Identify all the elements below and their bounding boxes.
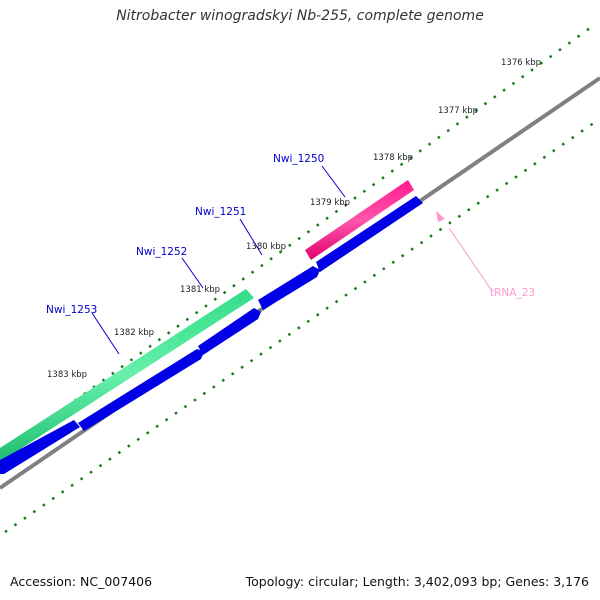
trna-label: tRNA_23 <box>490 287 535 299</box>
gene-label-nwi-1251[interactable]: Nwi_1251 <box>195 206 263 256</box>
tick-label: 1382 kbp <box>114 328 154 338</box>
cds-nwi-1251-b[interactable] <box>258 266 320 310</box>
highlight-pink[interactable] <box>305 180 414 260</box>
inner-tick-ring <box>4 118 599 534</box>
svg-text:Nwi_1252: Nwi_1252 <box>136 246 187 258</box>
highlight-green[interactable] <box>0 289 254 462</box>
tick-label: 1383 kbp <box>47 370 87 380</box>
svg-text:Nwi_1251: Nwi_1251 <box>195 206 246 218</box>
tick-label: 1376 kbp <box>501 58 541 68</box>
trna-marker[interactable]: tRNA_23 <box>436 211 535 299</box>
tick-label: 1378 kbp <box>373 153 413 163</box>
tick-label: 1380 kbp <box>246 242 286 252</box>
tick-label: 1377 kbp <box>438 106 478 116</box>
tick-label: 1381 kbp <box>180 285 220 295</box>
topology-summary: Topology: circular; Length: 3,402,093 bp… <box>245 574 589 589</box>
cds-nwi-1251-a[interactable] <box>198 308 261 355</box>
gene-label-nwi-1252[interactable]: Nwi_1252 <box>136 246 204 289</box>
cds-nwi-1250[interactable] <box>316 196 423 272</box>
accession-text: Accession: NC_007406 <box>10 574 153 589</box>
cds-nwi-1253[interactable] <box>0 420 80 474</box>
map-title: Nitrobacter winogradskyi Nb-255, complet… <box>116 8 484 24</box>
gene-label-nwi-1253[interactable]: Nwi_1253 <box>46 304 120 355</box>
cds-nwi-1252[interactable] <box>78 349 204 431</box>
gene-label-nwi-1250[interactable]: Nwi_1250 <box>273 153 346 198</box>
svg-text:Nwi_1250: Nwi_1250 <box>273 153 324 165</box>
tick-label: 1379 kbp <box>310 198 350 208</box>
svg-text:Nwi_1253: Nwi_1253 <box>46 304 97 316</box>
